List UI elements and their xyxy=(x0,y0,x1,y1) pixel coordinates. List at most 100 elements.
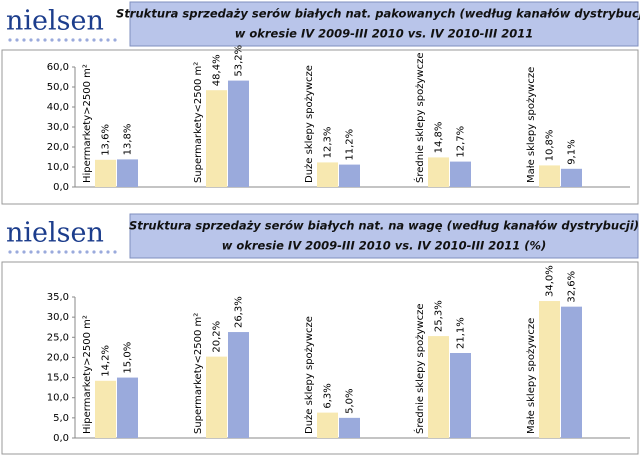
header-title-box xyxy=(129,1,639,47)
bar xyxy=(95,380,116,438)
header-title-box xyxy=(129,213,639,259)
category-label: Małe sklepy spożywcze xyxy=(526,67,537,183)
bar xyxy=(428,336,449,438)
y-tick-label: 10,0 xyxy=(47,162,69,173)
logo-dot xyxy=(36,250,40,254)
bar xyxy=(561,306,582,438)
bar xyxy=(95,159,116,187)
category-label: Średnie sklepy spożywcze xyxy=(413,304,426,434)
y-tick-label: 25,0 xyxy=(47,332,69,343)
logo: nielsen xyxy=(6,6,104,37)
value-label: 32,6% xyxy=(567,271,578,303)
logo-dot xyxy=(64,38,68,42)
logo-dot xyxy=(113,250,117,254)
value-label: 15,0% xyxy=(123,342,134,374)
logo-dot xyxy=(22,250,26,254)
bar xyxy=(228,80,249,187)
y-tick-label: 15,0 xyxy=(47,373,69,384)
bar xyxy=(317,162,338,187)
y-tick-label: 30,0 xyxy=(47,312,69,323)
logo-dot xyxy=(78,250,82,254)
logo-dot xyxy=(50,250,54,254)
bar xyxy=(561,168,582,187)
logo-dot xyxy=(50,38,54,42)
chart-title: w okresie IV 2009-III 2010 vs. IV 2010-I… xyxy=(222,239,547,253)
value-label: 14,8% xyxy=(434,122,445,154)
value-label: 9,1% xyxy=(567,139,578,164)
chart-title: w okresie IV 2009-III 2010 vs. IV 2010-I… xyxy=(235,27,534,41)
chart-frame xyxy=(1,261,639,455)
value-label: 5,0% xyxy=(345,388,356,413)
value-label: 13,6% xyxy=(101,124,112,156)
logo-dot xyxy=(99,250,103,254)
value-label: 53,2% xyxy=(234,45,245,77)
logo-dot xyxy=(78,38,82,42)
logo-dot xyxy=(29,250,33,254)
logo-dot xyxy=(15,250,19,254)
bar xyxy=(450,161,471,187)
logo-dot xyxy=(43,250,47,254)
logo-dot xyxy=(8,38,12,42)
logo-dot xyxy=(106,250,110,254)
bar xyxy=(539,165,560,187)
y-tick-label: 20,0 xyxy=(47,142,69,153)
logo-dot xyxy=(106,38,110,42)
value-label: 10,8% xyxy=(545,130,556,162)
category-label: Supermarkety<2500 m² xyxy=(193,313,204,434)
bar xyxy=(206,356,227,438)
category-label: Małe sklepy spożywcze xyxy=(526,318,537,434)
logo-dot xyxy=(85,38,89,42)
logo-dot xyxy=(64,250,68,254)
bar xyxy=(428,157,449,187)
logo-dot xyxy=(92,38,96,42)
value-label: 26,3% xyxy=(234,296,245,328)
category-label: Średnie sklepy spożywcze xyxy=(413,53,426,183)
y-tick-label: 0,0 xyxy=(53,433,69,444)
logo-dot xyxy=(57,250,61,254)
value-label: 20,2% xyxy=(212,321,223,353)
value-label: 48,4% xyxy=(212,54,223,86)
logo-dot xyxy=(71,38,75,42)
value-label: 34,0% xyxy=(545,265,556,297)
logo-dot xyxy=(71,250,75,254)
bar xyxy=(206,90,227,187)
bar xyxy=(117,159,138,187)
value-label: 25,3% xyxy=(434,300,445,332)
logo-dot xyxy=(15,38,19,42)
y-tick-label: 35,0 xyxy=(47,292,69,303)
y-tick-label: 50,0 xyxy=(47,82,69,93)
bar xyxy=(228,332,249,438)
logo-dot xyxy=(99,38,103,42)
y-tick-label: 5,0 xyxy=(53,413,69,424)
y-tick-label: 40,0 xyxy=(47,102,69,113)
value-label: 11,2% xyxy=(345,129,356,161)
logo-dot xyxy=(43,38,47,42)
bar xyxy=(117,377,138,438)
logo-dot xyxy=(22,38,26,42)
bar xyxy=(339,417,360,438)
category-label: Hipermarkety>2500 m² xyxy=(82,64,93,183)
category-label: Hipermarkety>2500 m² xyxy=(82,315,93,434)
category-label: Duże sklepy spożywcze xyxy=(304,65,315,183)
logo-dot xyxy=(92,250,96,254)
chart-frame xyxy=(1,49,639,205)
bar xyxy=(539,301,560,438)
value-label: 12,3% xyxy=(323,127,334,159)
bar xyxy=(450,352,471,438)
category-label: Duże sklepy spożywcze xyxy=(304,316,315,434)
logo-dot xyxy=(57,38,61,42)
y-tick-label: 20,0 xyxy=(47,352,69,363)
y-tick-label: 0,0 xyxy=(53,182,69,193)
y-tick-label: 30,0 xyxy=(47,122,69,133)
chart-title: Struktura sprzedaży serów białych nat. p… xyxy=(116,7,640,21)
value-label: 12,7% xyxy=(456,126,467,158)
value-label: 21,1% xyxy=(456,317,467,349)
value-label: 14,2% xyxy=(101,345,112,377)
y-tick-label: 10,0 xyxy=(47,393,69,404)
chart-title: Struktura sprzedaży serów białych nat. n… xyxy=(129,219,639,233)
category-label: Supermarkety<2500 m² xyxy=(193,62,204,183)
bar xyxy=(339,164,360,187)
logo-dot xyxy=(8,250,12,254)
logo-dot xyxy=(29,38,33,42)
value-label: 13,8% xyxy=(123,124,134,156)
